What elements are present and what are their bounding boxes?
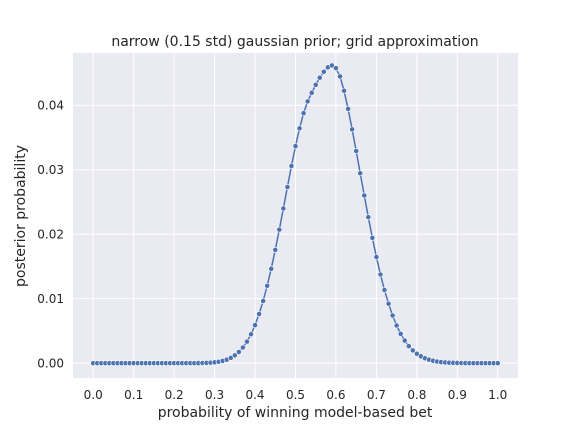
x-tick-label: 0.2: [165, 388, 184, 402]
data-point: [394, 323, 399, 328]
data-point: [370, 235, 375, 240]
y-tick-label: 0.03: [37, 163, 64, 177]
data-point: [321, 69, 326, 74]
data-point: [293, 144, 298, 149]
data-point: [281, 206, 286, 211]
data-point: [358, 171, 363, 176]
x-tick-label: 0.5: [286, 388, 305, 402]
data-point: [285, 184, 290, 189]
data-point: [252, 323, 257, 328]
x-tick-label: 0.7: [367, 388, 386, 402]
data-point: [341, 88, 346, 93]
data-point: [297, 126, 302, 131]
data-point: [333, 66, 338, 71]
data-point: [366, 215, 371, 220]
data-point: [261, 298, 266, 303]
data-point: [378, 272, 383, 277]
y-axis-label: posterior probability: [13, 145, 29, 287]
data-point: [345, 106, 350, 111]
data-point: [386, 301, 391, 306]
data-point: [265, 283, 270, 288]
data-point: [390, 313, 395, 318]
x-tick-label: 0.9: [448, 388, 467, 402]
x-tick-label: 0.4: [245, 388, 264, 402]
x-tick-label: 0.0: [84, 388, 103, 402]
x-tick-label: 1.0: [488, 388, 507, 402]
x-axis-label: probability of winning model-based bet: [158, 405, 433, 421]
data-point: [240, 345, 245, 350]
chart-title: narrow (0.15 std) gaussian prior; grid a…: [111, 34, 478, 50]
data-point: [273, 247, 278, 252]
x-tick-label: 0.8: [407, 388, 426, 402]
data-point: [382, 287, 387, 292]
data-point: [313, 82, 318, 87]
x-tick-label: 0.1: [124, 388, 143, 402]
data-point: [398, 331, 403, 336]
data-point: [244, 339, 249, 344]
y-tick-label: 0.01: [37, 292, 64, 306]
y-tick-label: 0.04: [37, 99, 64, 113]
data-point: [354, 148, 359, 153]
data-point: [309, 90, 314, 95]
data-point: [362, 193, 367, 198]
data-point: [248, 332, 253, 337]
data-point: [236, 349, 241, 354]
data-point: [305, 99, 310, 104]
data-point: [317, 75, 322, 80]
data-point: [269, 266, 274, 271]
data-point: [374, 254, 379, 259]
data-point: [256, 311, 261, 316]
data-point: [350, 127, 355, 132]
y-tick-label: 0.02: [37, 228, 64, 242]
data-point: [289, 163, 294, 168]
x-tick-label: 0.6: [326, 388, 345, 402]
data-point: [406, 343, 411, 348]
y-tick-label: 0.00: [37, 357, 64, 371]
data-point: [277, 227, 282, 232]
data-point: [495, 361, 500, 366]
data-point: [301, 111, 306, 116]
data-point: [402, 338, 407, 343]
data-point: [337, 74, 342, 79]
x-tick-label: 0.3: [205, 388, 224, 402]
